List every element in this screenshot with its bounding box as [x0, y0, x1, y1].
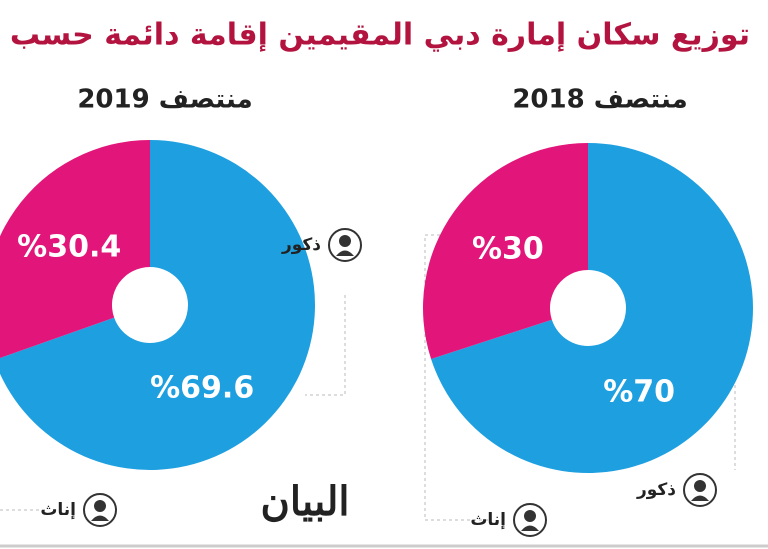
donut-segment: [423, 143, 588, 359]
person-icon-head: [94, 500, 106, 512]
person-icon-body: [691, 495, 709, 501]
person-icon-body: [336, 250, 354, 256]
person-icon-head: [524, 510, 536, 522]
value-label: %30: [472, 231, 544, 266]
connector: [424, 234, 490, 521]
person-icon-head: [339, 235, 351, 247]
connector: [305, 295, 346, 396]
donut-segment: [0, 140, 315, 470]
value-label: %70: [603, 374, 675, 409]
legend-label: ذكور: [636, 480, 676, 500]
value-label: %30.4: [17, 229, 121, 264]
legend-label: ذكور: [281, 235, 321, 255]
person-icon-body: [91, 515, 109, 521]
title: توزيع سكان إمارة دبي المقيمين إقامة دائم…: [0, 18, 750, 53]
person-icon-body: [521, 525, 539, 531]
donut-segment: [431, 143, 753, 473]
person-icon-head: [694, 480, 706, 492]
value-label: %69.6: [150, 371, 254, 406]
legend-label: إناث: [470, 510, 506, 530]
donut-segment: [0, 140, 150, 358]
chart-subtitle: منتصف 2019: [77, 85, 252, 115]
chart-subtitle: منتصف 2018: [512, 85, 687, 115]
legend-label: إناث: [40, 500, 76, 520]
brand-logo: البيان: [260, 478, 349, 525]
